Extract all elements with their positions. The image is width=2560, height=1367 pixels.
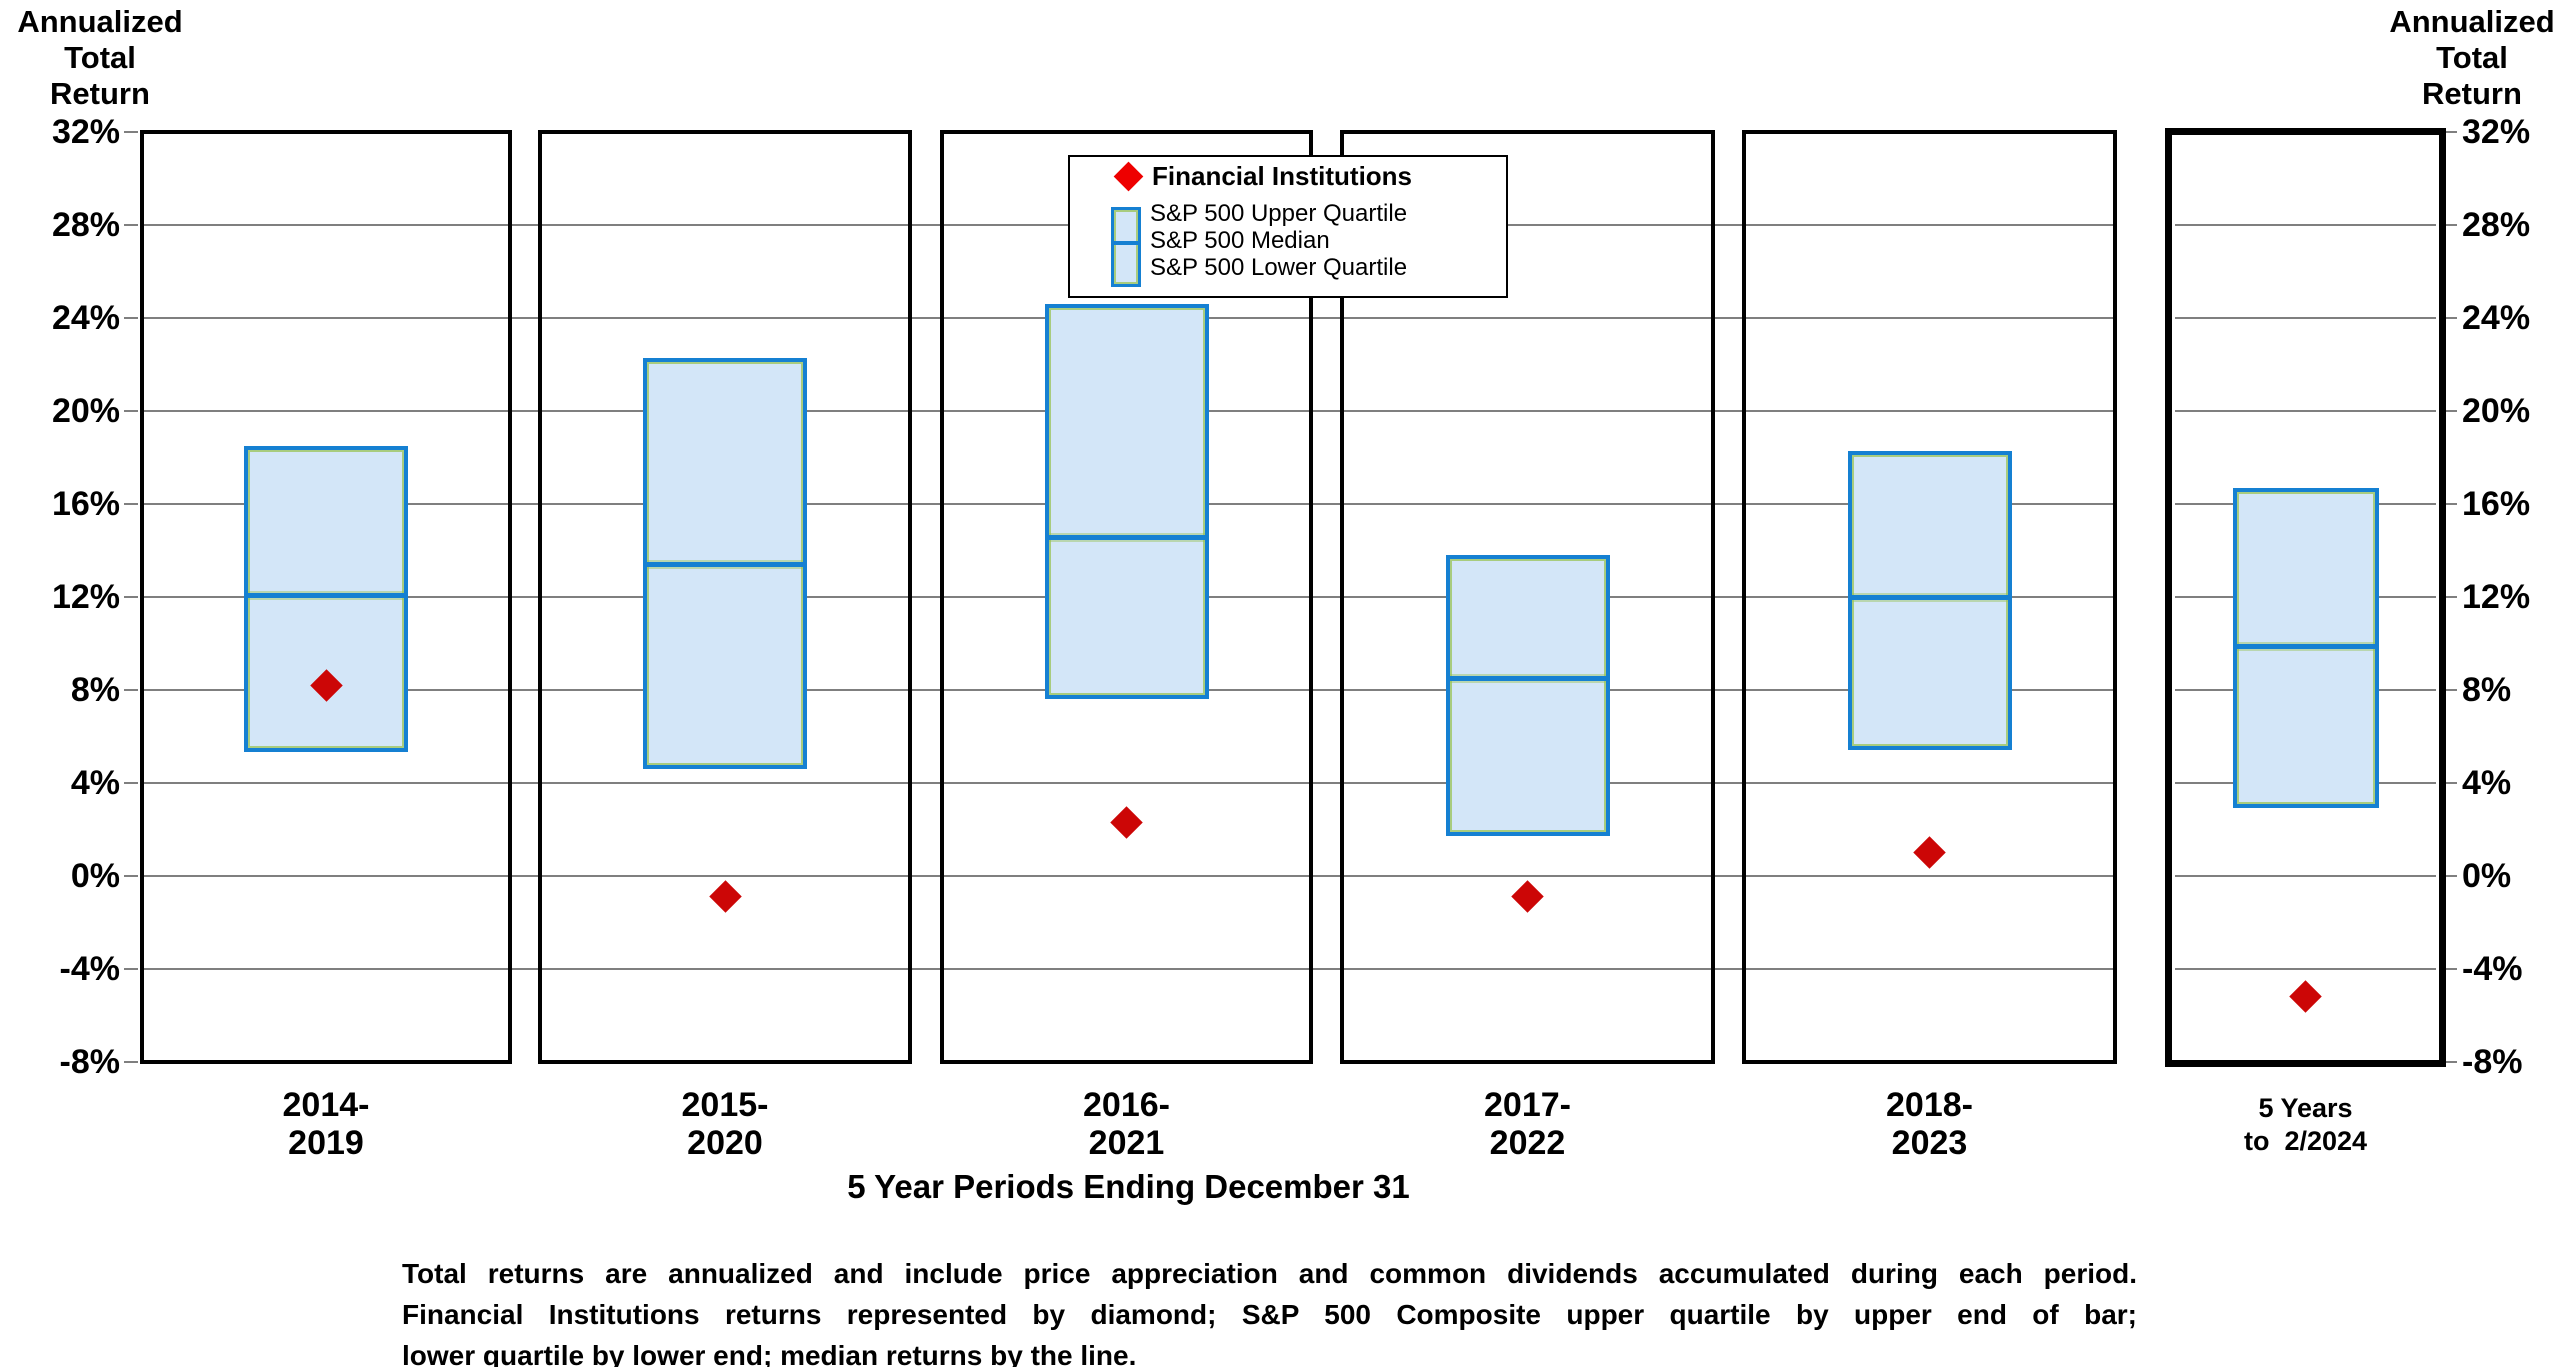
y-tick-mark	[124, 596, 138, 598]
sp500-median-line	[647, 562, 803, 568]
period-panel-1	[140, 130, 512, 1064]
gridline	[2175, 968, 2436, 970]
y-tick-label: 0%	[70, 857, 120, 895]
sp500-median-line	[248, 592, 404, 598]
sp500-quartile-bar	[2232, 488, 2379, 809]
y-tick-label: 12%	[2462, 578, 2531, 616]
gridline	[2175, 875, 2436, 877]
footnote-line: Total returns are annualized and include…	[402, 1258, 2137, 1289]
sp500-median-line	[1048, 534, 1205, 540]
y-tick-mark	[2443, 410, 2457, 412]
diamond-icon	[1113, 161, 1144, 192]
x-axis-title: 5 Year Periods Ending December 31	[847, 1168, 1410, 1205]
y-tick-label: 8%	[2462, 671, 2512, 709]
sp500-quartile-bar	[1445, 555, 1610, 837]
sp500-quartile-bar	[643, 357, 807, 769]
gridline	[2175, 410, 2436, 412]
x-axis-label: 2017- 2022	[1484, 1086, 1571, 1162]
y-tick-label: 32%	[2462, 113, 2531, 151]
x-axis-label: 2014- 2019	[282, 1086, 370, 1162]
gridline	[140, 875, 2117, 877]
y-tick-label: 28%	[2462, 206, 2531, 244]
y-tick-mark	[124, 131, 138, 133]
legend-item-financial-institutions: Financial Institutions	[1152, 161, 1413, 191]
x-axis-label: 5 Years to 2/2024	[2243, 1093, 2368, 1156]
x-axis-label: 2018- 2023	[1886, 1086, 1973, 1162]
legend-item-lower-quartile: S&P 500 Lower Quartile	[1150, 254, 1408, 281]
y-tick-label: 24%	[2462, 299, 2531, 337]
y-tick-label: 24%	[51, 299, 120, 337]
y-axis-title-right: Annualized Total Return	[2389, 4, 2555, 111]
quartile-bar-icon	[1111, 207, 1141, 287]
y-tick-mark	[124, 782, 138, 784]
y-tick-mark	[2443, 224, 2457, 226]
legend-item-median: S&P 500 Median	[1150, 227, 1330, 254]
y-tick-mark	[124, 689, 138, 691]
period-panel-2	[538, 130, 912, 1064]
y-tick-mark	[2443, 131, 2457, 133]
footnote-line: Financial Institutions returns represent…	[402, 1299, 2137, 1330]
legend-item-upper-quartile: S&P 500 Upper Quartile	[1150, 200, 1408, 227]
y-tick-mark	[2443, 968, 2457, 970]
legend-bar-items: S&P 500 Upper Quartile S&P 500 Median S&…	[1150, 200, 1407, 281]
y-tick-label: -4%	[2462, 950, 2523, 988]
sp500-quartile-bar	[244, 446, 408, 753]
median-line-icon	[1114, 241, 1138, 245]
y-tick-label: -4%	[59, 950, 120, 988]
gridline	[2175, 224, 2436, 226]
y-axis-title-left: Annualized Total Return	[17, 4, 183, 111]
y-tick-mark	[124, 1061, 138, 1063]
y-tick-label: 4%	[2462, 764, 2512, 802]
y-tick-mark	[2443, 596, 2457, 598]
period-panel-6	[2165, 128, 2446, 1067]
y-tick-mark	[124, 875, 138, 877]
sp500-median-line	[1449, 676, 1606, 682]
gridline	[140, 968, 2117, 970]
y-tick-label: -8%	[2462, 1043, 2523, 1081]
y-tick-label: 4%	[70, 764, 120, 802]
period-panel-3	[940, 130, 1313, 1064]
y-tick-mark	[124, 968, 138, 970]
y-tick-mark	[124, 224, 138, 226]
y-tick-label: 0%	[2462, 857, 2512, 895]
y-tick-label: 32%	[51, 113, 120, 151]
y-tick-mark	[2443, 689, 2457, 691]
y-tick-label: 28%	[51, 206, 120, 244]
sp500-quartile-bar	[1044, 304, 1209, 699]
gridline	[140, 782, 2117, 784]
sp500-median-line	[1851, 594, 2008, 600]
sp500-quartile-bar	[1847, 450, 2012, 751]
y-tick-label: 12%	[51, 578, 120, 616]
y-tick-label: 20%	[2462, 392, 2531, 430]
period-panel-5	[1742, 130, 2117, 1064]
y-tick-mark	[124, 503, 138, 505]
y-tick-mark	[2443, 1061, 2457, 1063]
y-tick-mark	[2443, 317, 2457, 319]
y-tick-mark	[2443, 503, 2457, 505]
period-panel-4	[1340, 130, 1715, 1064]
footnote-line: lower quartile by lower end; median retu…	[402, 1340, 1137, 1367]
y-tick-label: 16%	[51, 485, 120, 523]
y-tick-mark	[2443, 875, 2457, 877]
y-tick-label: 16%	[2462, 485, 2531, 523]
x-axis-label: 2015- 2020	[681, 1086, 769, 1162]
y-tick-mark	[2443, 782, 2457, 784]
sp500-median-line	[2236, 643, 2375, 649]
footnote: Total returns are annualized and include…	[402, 1253, 2137, 1367]
y-tick-label: 20%	[51, 392, 120, 430]
y-tick-label: -8%	[59, 1043, 120, 1081]
y-tick-label: 8%	[70, 671, 120, 709]
y-tick-mark	[124, 317, 138, 319]
gridline	[2175, 317, 2436, 319]
legend: Financial Institutions S&P 500 Upper Qua…	[1068, 155, 1508, 298]
x-axis-label: 2016- 2021	[1083, 1086, 1170, 1162]
y-tick-mark	[124, 410, 138, 412]
